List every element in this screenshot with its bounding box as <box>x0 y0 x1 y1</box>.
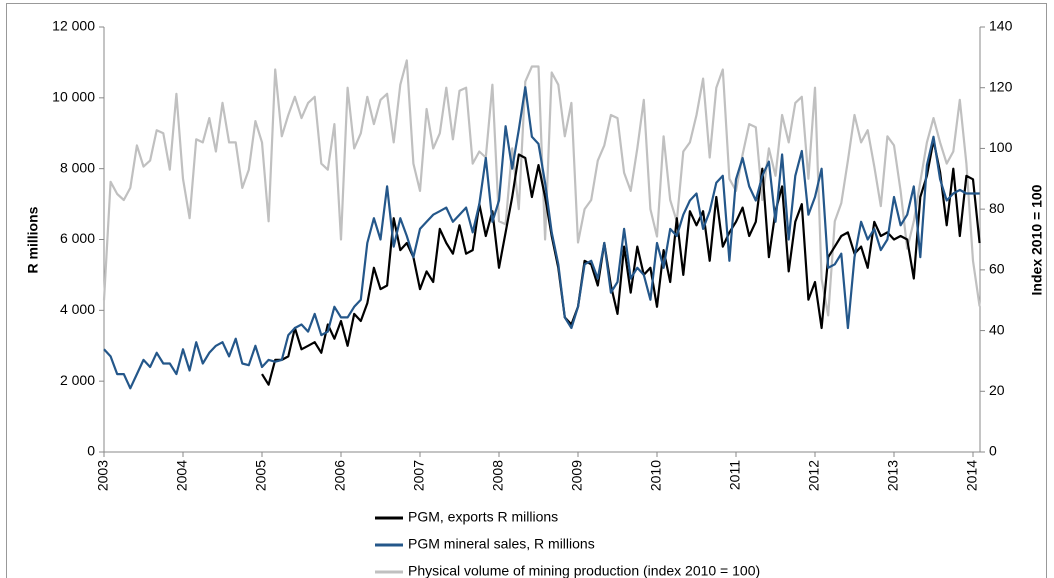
y2-tick-label: 0 <box>989 443 997 459</box>
y-tick-label: 10 000 <box>52 89 95 105</box>
legend-label: PGM, exports R millions <box>408 509 558 525</box>
y2-tick-label: 60 <box>989 261 1005 277</box>
y-tick-label: 0 <box>87 443 95 459</box>
series-line <box>102 59 981 317</box>
y2-tick-label: 40 <box>989 321 1005 337</box>
y-tick-label: 8 000 <box>60 159 95 175</box>
x-tick-label: 2009 <box>569 460 585 491</box>
y-tick-label: 12 000 <box>52 18 95 34</box>
y2-axis-title: Index 2010 = 100 <box>1029 184 1045 295</box>
y-tick-label: 6 000 <box>60 230 95 246</box>
chart-border <box>6 3 1047 578</box>
y-tick-label: 4 000 <box>60 301 95 317</box>
x-tick-label: 2013 <box>885 460 901 491</box>
x-tick-label: 2014 <box>964 460 980 491</box>
series-line <box>261 139 981 386</box>
x-tick-label: 2012 <box>806 460 822 491</box>
x-tick-label: 2010 <box>648 460 664 491</box>
series-line <box>103 86 980 390</box>
y2-tick-label: 20 <box>989 382 1005 398</box>
y2-tick-label: 120 <box>989 78 1013 94</box>
x-tick-label: 2005 <box>253 460 269 491</box>
x-tick-label: 2003 <box>95 460 111 491</box>
x-tick-label: 2007 <box>411 460 427 491</box>
x-tick-label: 2011 <box>727 460 743 490</box>
legend-label: Physical volume of mining production (in… <box>408 563 760 578</box>
y-axis-title: R millions <box>25 206 41 273</box>
y2-tick-label: 100 <box>989 139 1013 155</box>
y2-tick-label: 80 <box>989 200 1005 216</box>
y-tick-label: 2 000 <box>60 372 95 388</box>
x-tick-label: 2004 <box>174 460 190 491</box>
x-tick-label: 2006 <box>332 460 348 491</box>
y2-tick-label: 140 <box>989 18 1013 34</box>
legend-label: PGM mineral sales, R millions <box>408 536 595 552</box>
x-tick-label: 2008 <box>490 460 506 491</box>
